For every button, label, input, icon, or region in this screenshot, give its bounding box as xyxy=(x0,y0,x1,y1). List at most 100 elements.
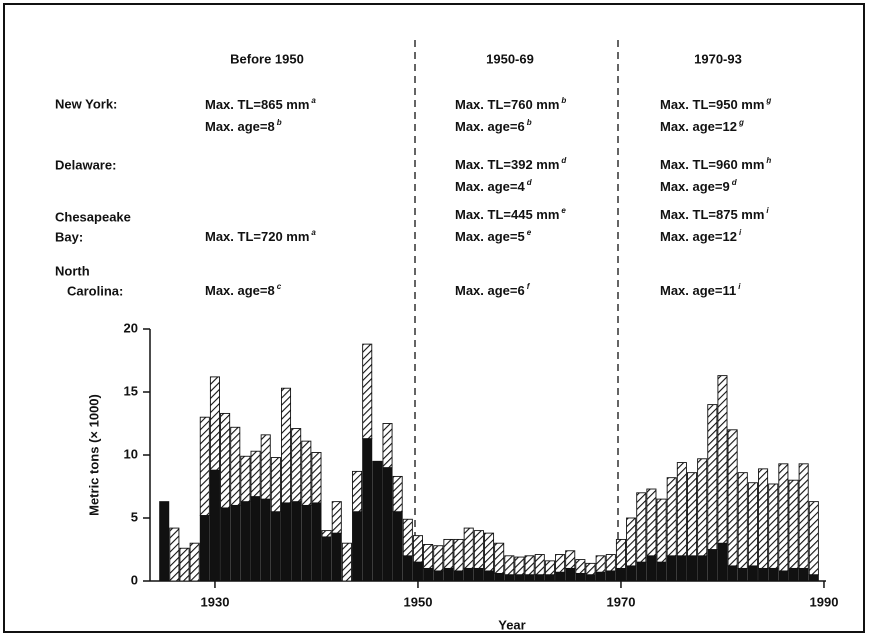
region-label: Delaware: xyxy=(55,157,116,172)
annotation-text: Max. age=8 xyxy=(205,119,275,134)
bar xyxy=(808,501,819,576)
annotation-sup: i xyxy=(739,228,742,237)
bar xyxy=(159,501,170,582)
bar xyxy=(179,547,190,582)
annotation: Max. TL=865 mm a xyxy=(205,96,316,112)
bar xyxy=(260,434,271,500)
bar xyxy=(615,567,626,582)
bar xyxy=(331,532,342,582)
bar xyxy=(463,527,474,569)
annotation-sup: e xyxy=(527,228,532,237)
bar xyxy=(230,426,241,506)
period-header: Before 1950 xyxy=(230,51,304,66)
bar xyxy=(707,404,718,550)
bar xyxy=(565,550,576,569)
annotation-text: Max. TL=875 mm xyxy=(660,207,764,222)
annotation: Max. age=5 e xyxy=(455,228,532,244)
bar xyxy=(656,498,667,563)
bar xyxy=(270,457,281,513)
annotation-text: Max. TL=760 mm xyxy=(455,97,559,112)
bar xyxy=(483,570,495,582)
frame xyxy=(3,3,865,633)
bar xyxy=(240,455,251,503)
bar xyxy=(585,562,596,576)
annotation-text: Max. age=11 xyxy=(660,283,736,298)
x-tick-label: 1930 xyxy=(201,594,230,609)
bar xyxy=(463,567,474,582)
annotation-text: Max. age=12 xyxy=(660,229,737,244)
bar xyxy=(270,511,281,582)
bar xyxy=(788,567,799,582)
bar xyxy=(392,511,403,582)
bar xyxy=(199,416,210,516)
bar xyxy=(534,554,545,576)
x-tick-label: 1950 xyxy=(404,594,433,609)
x-axis-label: Year xyxy=(498,617,525,632)
bar xyxy=(646,555,657,582)
bar xyxy=(697,458,708,557)
bar xyxy=(280,387,292,504)
bar xyxy=(524,574,535,582)
annotation-text: Max. age=9 xyxy=(660,179,730,194)
bar xyxy=(382,423,393,469)
bar xyxy=(707,549,718,582)
bar xyxy=(555,571,566,582)
annotation-text: Max. age=4 xyxy=(455,179,526,194)
bar xyxy=(412,561,423,582)
bar xyxy=(423,544,434,569)
bar xyxy=(747,565,758,582)
bar xyxy=(250,450,261,498)
region-label: Chesapeake xyxy=(55,209,131,224)
bar xyxy=(626,517,637,567)
bar xyxy=(768,567,779,582)
annotation-sup: i xyxy=(738,282,741,291)
bar xyxy=(331,501,342,534)
bar xyxy=(209,469,220,582)
annotation-sup: b xyxy=(277,118,282,127)
annotation-sup: g xyxy=(765,96,771,105)
bar xyxy=(453,538,464,572)
annotation: Max. TL=720 mm a xyxy=(205,228,316,244)
bar xyxy=(575,559,586,574)
region-label: Bay: xyxy=(55,229,83,244)
bar xyxy=(676,555,687,582)
bar xyxy=(443,567,454,582)
bar xyxy=(382,467,393,582)
bar xyxy=(575,572,586,582)
annotation: Max. TL=392 mm d xyxy=(455,156,567,172)
annotation-sup: a xyxy=(311,228,316,237)
bar xyxy=(585,574,596,582)
bar xyxy=(808,574,819,582)
annotation-sup: c xyxy=(277,282,282,291)
annotation-sup: d xyxy=(561,156,567,165)
bar xyxy=(534,574,545,582)
bar xyxy=(798,463,809,569)
annotation-text: Max. TL=392 mm xyxy=(455,157,559,172)
annotation: Max. TL=960 mm h xyxy=(660,156,771,172)
annotation-sup: d xyxy=(732,178,738,187)
annotation: Max. age=12 g xyxy=(660,118,744,134)
bar xyxy=(666,477,677,557)
bar xyxy=(230,504,241,582)
bar xyxy=(727,565,738,582)
bar xyxy=(717,375,728,544)
bar xyxy=(311,502,322,582)
bar xyxy=(778,463,789,572)
bar xyxy=(544,560,555,576)
bar xyxy=(494,542,505,574)
bar xyxy=(402,555,413,582)
bar xyxy=(544,574,555,582)
bar xyxy=(321,530,332,538)
annotation-text: Max. TL=950 mm xyxy=(660,97,764,112)
annotation-text: Max. age=6 xyxy=(455,119,525,134)
annotation: Max. age=4 d xyxy=(455,178,533,194)
bar xyxy=(362,343,373,440)
bar xyxy=(666,555,677,582)
annotation-text: Max. TL=445 mm xyxy=(455,207,559,222)
annotation-sup: g xyxy=(738,118,744,127)
region-label: North xyxy=(55,263,90,278)
annotation: Max. TL=950 mm g xyxy=(660,96,771,112)
bar xyxy=(758,567,769,582)
bar xyxy=(595,555,606,573)
